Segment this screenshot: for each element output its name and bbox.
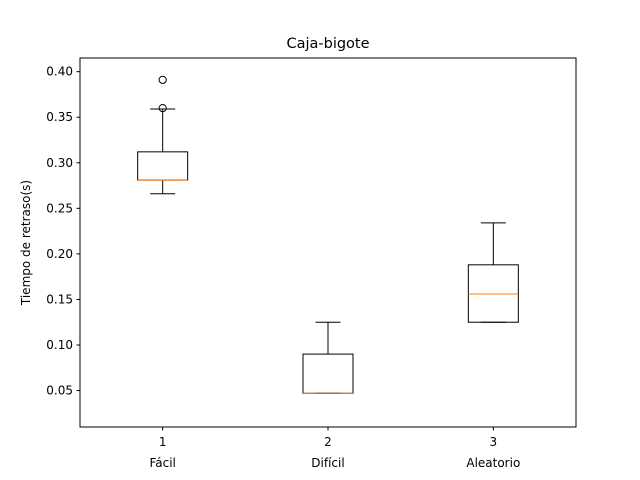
y-tick-label: 0.30 (46, 156, 73, 170)
x-category-label: Fácil (149, 456, 175, 470)
y-tick-label: 0.15 (46, 292, 73, 306)
y-tick-label: 0.10 (46, 338, 73, 352)
box-1 (137, 75, 189, 195)
chart-marks: 0.05 0.10 0.15 0.20 0.25 0.30 0.35 0.40 1 Fácil 2 D… (46, 65, 520, 470)
x-tick-label: 2 (324, 435, 332, 449)
y-tick-label: 0.40 (46, 65, 73, 79)
x-tick-label: 1 (159, 435, 167, 449)
chart-title: Caja-bigote (286, 36, 369, 52)
iqr-box (137, 151, 189, 181)
y-tick-label: 0.20 (46, 247, 73, 261)
y-axis-title: Tiempo de retraso(s) (19, 180, 33, 306)
y-tick-label: 0.25 (46, 201, 73, 215)
box-3 (467, 222, 519, 323)
outlier-point (158, 104, 167, 113)
iqr-box (302, 353, 354, 394)
y-tick-label: 0.35 (46, 110, 73, 124)
x-category-label: Difícil (311, 456, 344, 470)
outlier-point (158, 75, 167, 84)
plot-frame (79, 57, 577, 428)
box-2 (302, 321, 354, 394)
x-category-label: Aleatorio (466, 456, 520, 470)
x-tick-label: 3 (490, 435, 498, 449)
y-tick-label: 0.05 (46, 384, 73, 398)
